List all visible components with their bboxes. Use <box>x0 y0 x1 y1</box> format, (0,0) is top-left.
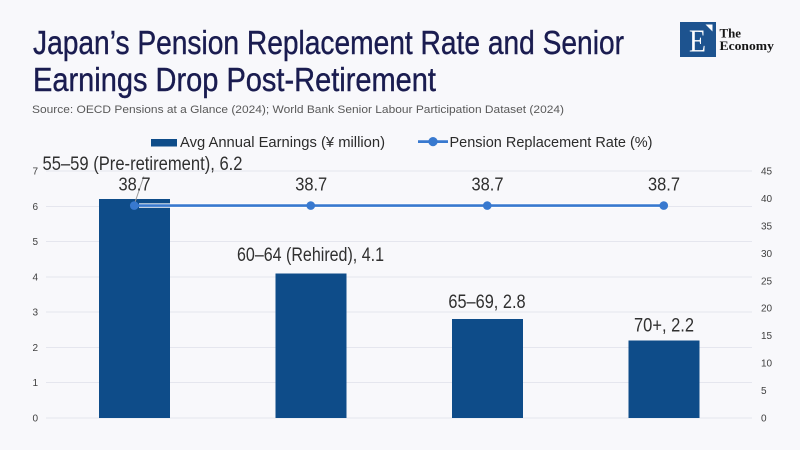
svg-text:60–64 (Rehired), 4.1: 60–64 (Rehired), 4.1 <box>237 245 384 266</box>
svg-text:30: 30 <box>761 249 773 260</box>
svg-text:0: 0 <box>761 414 767 425</box>
svg-text:1: 1 <box>32 378 38 389</box>
svg-text:The: The <box>720 26 742 40</box>
svg-text:Economy: Economy <box>720 39 775 53</box>
svg-text:7: 7 <box>32 167 38 178</box>
svg-text:38.7: 38.7 <box>119 175 151 195</box>
svg-text:10: 10 <box>761 359 773 370</box>
svg-text:3: 3 <box>32 308 38 319</box>
svg-text:Earnings Drop Post-Retirement: Earnings Drop Post-Retirement <box>33 61 436 98</box>
svg-text:45: 45 <box>761 167 773 178</box>
svg-text:0: 0 <box>32 414 38 425</box>
svg-text:6: 6 <box>32 202 38 213</box>
svg-text:5: 5 <box>32 237 38 248</box>
svg-text:Japan’s Pension Replacement Ra: Japan’s Pension Replacement Rate and Sen… <box>33 24 624 61</box>
svg-text:38.7: 38.7 <box>295 175 327 195</box>
svg-text:40: 40 <box>761 194 773 205</box>
svg-text:Avg Annual Earnings (¥ million: Avg Annual Earnings (¥ million) <box>180 134 385 151</box>
svg-text:4: 4 <box>32 272 38 283</box>
svg-text:Pension Replacement Rate (%): Pension Replacement Rate (%) <box>450 134 653 151</box>
svg-text:E: E <box>689 23 706 59</box>
svg-text:2: 2 <box>32 343 38 354</box>
svg-text:20: 20 <box>761 304 773 315</box>
svg-text:25: 25 <box>761 276 773 287</box>
svg-text:65–69, 2.8: 65–69, 2.8 <box>448 292 525 313</box>
svg-text:38.7: 38.7 <box>648 175 680 195</box>
svg-text:70+, 2.2: 70+, 2.2 <box>634 315 694 336</box>
svg-text:Source: OECD Pensions at a Gla: Source: OECD Pensions at a Glance (2024)… <box>32 104 564 116</box>
svg-text:15: 15 <box>761 331 773 342</box>
svg-text:5: 5 <box>761 386 767 397</box>
svg-text:35: 35 <box>761 221 773 232</box>
svg-text:55–59 (Pre-retirement), 6.2: 55–59 (Pre-retirement), 6.2 <box>43 154 243 175</box>
svg-text:38.7: 38.7 <box>472 175 504 195</box>
